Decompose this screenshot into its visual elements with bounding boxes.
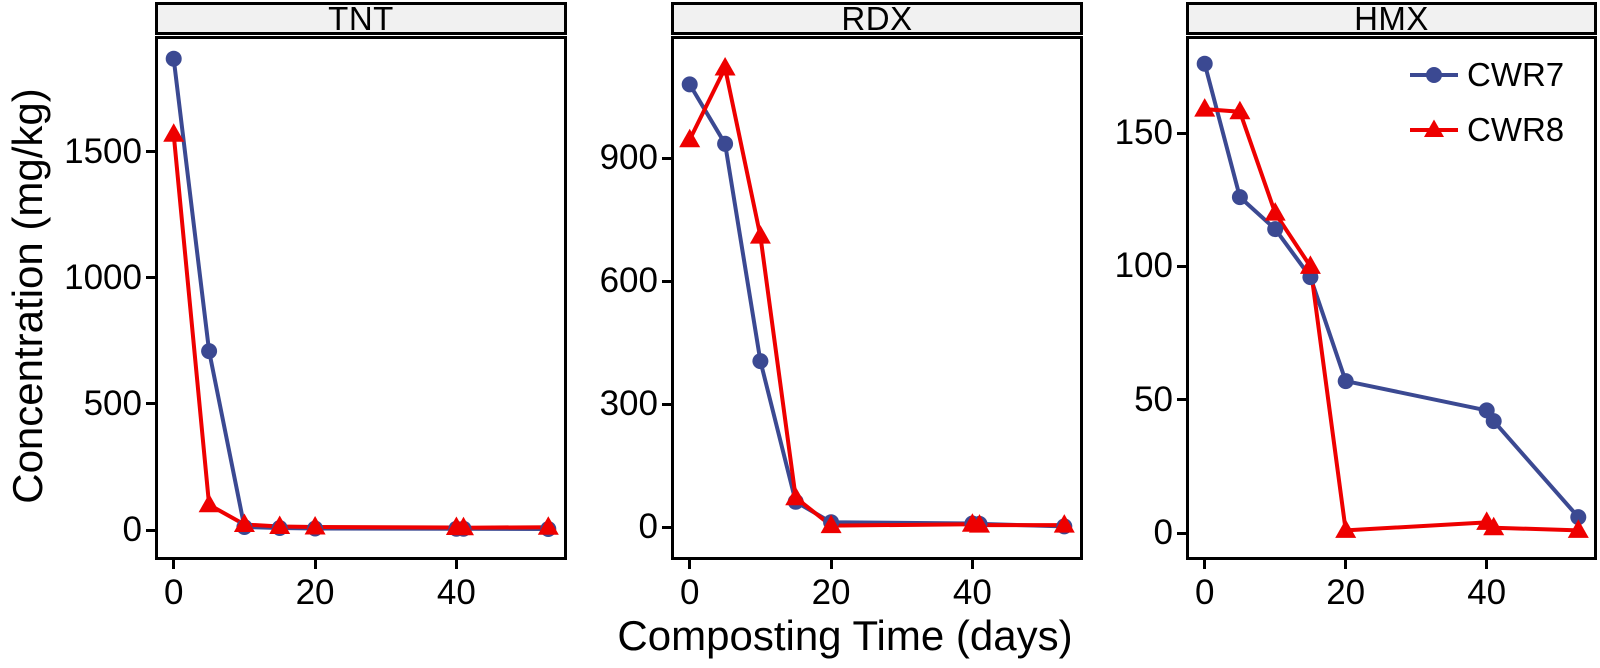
y-tick-label: 0 — [1153, 513, 1173, 553]
panel-border — [671, 36, 1083, 560]
data-point-circle — [1485, 413, 1502, 430]
facet-strip-label: HMX — [1354, 0, 1429, 37]
x-tick-mark — [172, 560, 176, 569]
data-point-triangle — [233, 513, 255, 532]
data-point-triangle — [1264, 202, 1286, 221]
data-point-triangle — [537, 516, 559, 535]
data-point-triangle — [304, 516, 326, 535]
y-tick-mark — [662, 279, 671, 283]
y-tick-label: 900 — [599, 138, 658, 178]
facet-strip-label: RDX — [841, 0, 913, 37]
x-tick-label: 0 — [163, 573, 184, 612]
y-tick-mark — [1177, 131, 1186, 135]
data-point-triangle — [714, 57, 736, 76]
legend-label-cwr7: CWR7 — [1467, 56, 1565, 93]
legend-item-cwr7: CWR7 — [1408, 55, 1564, 95]
panel-border — [1186, 36, 1597, 560]
x-tick-label: 20 — [1326, 573, 1366, 612]
data-point-triangle — [1194, 98, 1216, 117]
y-tick-mark — [146, 402, 155, 406]
data-point-circle — [165, 50, 182, 67]
x-tick-mark — [1203, 560, 1207, 569]
facet-strip-label: TNT — [328, 0, 394, 37]
facet-strip-hmx: HMX — [1186, 2, 1597, 35]
plot-area-hmx — [1186, 36, 1597, 560]
facet-strip-rdx: RDX — [671, 2, 1083, 35]
data-point-circle — [1570, 509, 1587, 526]
y-tick-mark — [662, 402, 671, 406]
y-tick-mark — [662, 525, 671, 529]
data-point-circle — [201, 343, 218, 360]
y-tick-label: 500 — [83, 383, 142, 423]
legend-label-cwr8: CWR8 — [1467, 111, 1565, 148]
data-point-triangle — [1567, 519, 1589, 538]
data-point-circle — [681, 76, 698, 93]
y-tick-label: 600 — [599, 261, 658, 301]
data-point-triangle — [1053, 514, 1075, 533]
x-tick-mark — [829, 560, 833, 569]
x-tick-mark — [688, 560, 692, 569]
data-point-triangle — [820, 514, 842, 534]
data-point-triangle — [1299, 255, 1321, 274]
x-axis-title: Composting Time (days) — [617, 612, 1073, 659]
data-point-triangle — [749, 225, 771, 244]
y-tick-mark — [146, 528, 155, 532]
x-tick-label: 20 — [295, 573, 335, 612]
data-point-triangle — [1483, 516, 1505, 536]
data-point-circle — [1231, 189, 1248, 206]
data-point-circle — [1267, 221, 1284, 238]
y-tick-label: 1000 — [64, 257, 142, 297]
data-point-triangle — [785, 486, 807, 506]
y-tick-label: 0 — [638, 507, 658, 547]
data-point-triangle — [1229, 100, 1251, 120]
x-tick-label: 0 — [1194, 573, 1215, 612]
y-tick-label: 100 — [1114, 246, 1173, 286]
x-tick-mark — [970, 560, 974, 569]
y-tick-label: 150 — [1114, 113, 1173, 153]
data-point-triangle — [198, 493, 220, 513]
data-point-circle — [1196, 55, 1213, 72]
y-tick-label: 50 — [1134, 379, 1173, 419]
data-point-triangle — [679, 128, 701, 148]
data-point-circle — [752, 353, 769, 370]
data-point-triangle — [269, 515, 291, 534]
y-tick-mark — [1177, 398, 1186, 402]
y-tick-mark — [146, 150, 155, 154]
y-tick-mark — [662, 156, 671, 160]
y-tick-mark — [1177, 264, 1186, 268]
data-point-triangle — [1335, 519, 1357, 538]
x-tick-label: 40 — [1467, 573, 1507, 612]
x-tick-mark — [1344, 560, 1348, 569]
data-point-circle — [717, 135, 734, 152]
y-tick-mark — [1177, 531, 1186, 535]
x-tick-label: 40 — [436, 573, 476, 612]
x-tick-mark — [313, 560, 317, 569]
legend-item-cwr8: CWR8 — [1408, 110, 1564, 150]
data-point-triangle — [163, 123, 185, 142]
data-point-triangle — [453, 516, 474, 536]
data-point-triangle — [969, 514, 990, 533]
x-tick-mark — [454, 560, 458, 569]
y-tick-mark — [146, 276, 155, 280]
x-tick-mark — [1485, 560, 1489, 569]
cwr8-line-triangle-icon — [1410, 119, 1458, 137]
plot-area-tnt — [155, 36, 567, 560]
panel-border — [155, 36, 567, 560]
plot-area-rdx — [671, 36, 1083, 560]
y-tick-label: 1500 — [64, 131, 142, 171]
cwr7-line-circle-icon — [1410, 67, 1458, 83]
legend: CWR7 CWR8 — [1408, 55, 1564, 165]
facet-strip-tnt: TNT — [155, 2, 567, 35]
data-point-circle — [1337, 373, 1354, 390]
x-tick-label: 40 — [952, 573, 992, 612]
y-tick-label: 300 — [599, 384, 658, 424]
x-tick-label: 20 — [811, 573, 851, 612]
y-tick-label: 0 — [122, 510, 142, 549]
x-tick-label: 0 — [679, 573, 700, 612]
